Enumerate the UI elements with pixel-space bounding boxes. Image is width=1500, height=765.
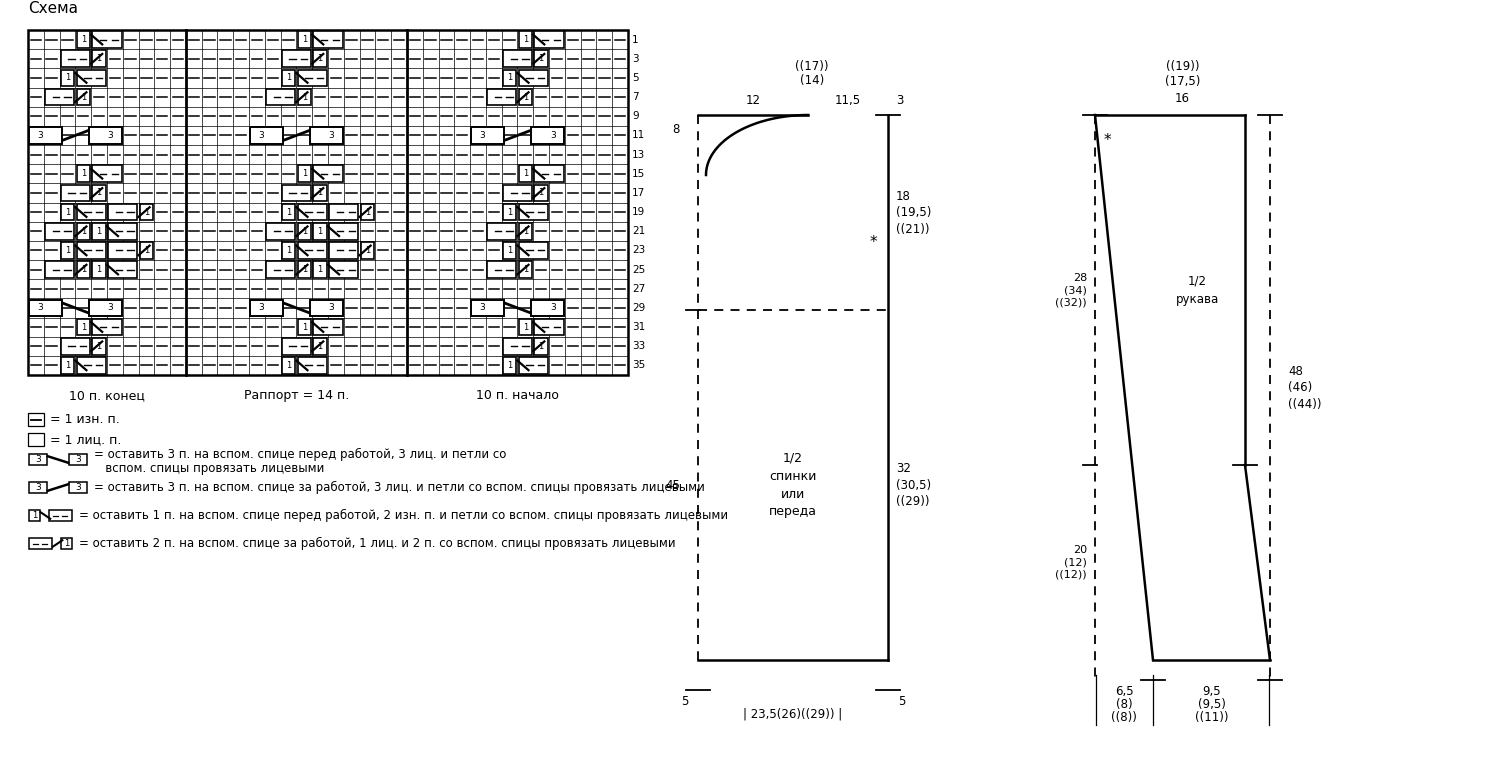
- Text: 1: 1: [507, 246, 512, 255]
- Bar: [314, 184, 327, 201]
- Text: 11,5: 11,5: [836, 94, 861, 107]
- Text: 32
(30,5)
((29)): 32 (30,5) ((29)): [896, 462, 932, 508]
- Bar: [76, 89, 90, 106]
- Bar: [93, 338, 105, 355]
- Bar: [28, 413, 44, 426]
- Bar: [519, 89, 532, 106]
- Text: 1: 1: [144, 207, 148, 216]
- Bar: [297, 70, 327, 86]
- Bar: [314, 165, 342, 182]
- Text: 1: 1: [522, 169, 528, 178]
- Text: 1: 1: [507, 207, 512, 216]
- Bar: [314, 261, 327, 278]
- Text: 13: 13: [632, 150, 645, 160]
- Bar: [251, 300, 282, 316]
- Bar: [314, 50, 327, 67]
- Text: = 1 изн. п.: = 1 изн. п.: [50, 413, 120, 426]
- Bar: [503, 203, 516, 220]
- Bar: [50, 510, 72, 521]
- Bar: [503, 70, 516, 86]
- Bar: [45, 89, 74, 106]
- Text: (8): (8): [1116, 698, 1132, 711]
- Bar: [45, 223, 74, 239]
- Text: 1: 1: [302, 35, 307, 44]
- Text: 35: 35: [632, 360, 645, 370]
- Text: 1: 1: [302, 323, 307, 331]
- Text: ((8)): ((8)): [1112, 711, 1137, 724]
- Bar: [28, 482, 46, 493]
- Text: 29: 29: [632, 303, 645, 313]
- Text: 45: 45: [664, 478, 680, 491]
- Bar: [531, 300, 564, 316]
- Text: = 1 лиц. п.: = 1 лиц. п.: [50, 433, 122, 446]
- Text: 3: 3: [328, 304, 334, 312]
- Text: 1: 1: [64, 207, 70, 216]
- Bar: [93, 319, 122, 336]
- Bar: [297, 242, 327, 259]
- Text: 1: 1: [64, 246, 70, 255]
- Text: 1: 1: [318, 54, 322, 63]
- Text: 1: 1: [318, 188, 322, 197]
- Text: 1: 1: [286, 246, 291, 255]
- Text: 11: 11: [632, 130, 645, 141]
- Bar: [76, 223, 90, 239]
- Bar: [76, 357, 105, 374]
- Text: (9,5): (9,5): [1197, 698, 1225, 711]
- Text: 25: 25: [632, 265, 645, 275]
- Bar: [108, 242, 138, 259]
- Bar: [488, 261, 516, 278]
- Text: = оставить 3 п. на вспом. спице перед работой, 3 лиц. и петли со: = оставить 3 п. на вспом. спице перед ра…: [94, 448, 507, 461]
- Text: 10 п. начало: 10 п. начало: [476, 389, 560, 402]
- Bar: [314, 223, 327, 239]
- Bar: [69, 454, 87, 465]
- Bar: [251, 127, 282, 144]
- Bar: [519, 319, 532, 336]
- Text: 9: 9: [632, 111, 639, 121]
- Bar: [93, 165, 122, 182]
- Text: 20
(12)
((12)): 20 (12) ((12)): [1056, 545, 1088, 580]
- Text: 3: 3: [550, 131, 555, 140]
- Text: 23: 23: [632, 246, 645, 256]
- Text: вспом. спицы провязать лицевыми: вспом. спицы провязать лицевыми: [94, 462, 324, 475]
- Bar: [76, 242, 105, 259]
- Bar: [503, 357, 516, 374]
- Text: 27: 27: [632, 284, 645, 294]
- Bar: [108, 261, 138, 278]
- Text: 1: 1: [522, 226, 528, 236]
- Text: 10 п. конец: 10 п. конец: [69, 389, 146, 402]
- Bar: [328, 242, 358, 259]
- Text: 3: 3: [34, 455, 40, 464]
- Text: 1: 1: [522, 93, 528, 102]
- Bar: [62, 70, 74, 86]
- Bar: [362, 242, 374, 259]
- Bar: [28, 510, 39, 521]
- Text: 1: 1: [32, 511, 38, 520]
- Bar: [62, 242, 74, 259]
- Bar: [328, 223, 358, 239]
- Text: 1: 1: [318, 265, 322, 274]
- Bar: [297, 203, 327, 220]
- Bar: [519, 203, 548, 220]
- Bar: [282, 184, 310, 201]
- Text: 1: 1: [522, 265, 528, 274]
- Bar: [519, 70, 548, 86]
- Text: 3: 3: [328, 131, 334, 140]
- Bar: [297, 89, 310, 106]
- Bar: [282, 203, 296, 220]
- Text: 3: 3: [480, 304, 484, 312]
- Text: 1: 1: [522, 35, 528, 44]
- Text: 1: 1: [96, 54, 102, 63]
- Bar: [531, 127, 564, 144]
- Text: 1: 1: [96, 265, 102, 274]
- Text: 3: 3: [632, 54, 639, 63]
- Text: 3: 3: [258, 131, 264, 140]
- Text: 6,5: 6,5: [1114, 685, 1134, 698]
- Text: = оставить 2 п. на вспом. спице за работой, 1 лиц. и 2 п. со вспом. спицы провяз: = оставить 2 п. на вспом. спице за работ…: [80, 537, 675, 550]
- Text: 5: 5: [632, 73, 639, 83]
- Text: 3: 3: [896, 94, 903, 107]
- Bar: [282, 242, 296, 259]
- Text: 1: 1: [81, 226, 86, 236]
- Bar: [488, 89, 516, 106]
- Bar: [314, 31, 342, 48]
- Text: 3: 3: [34, 483, 40, 492]
